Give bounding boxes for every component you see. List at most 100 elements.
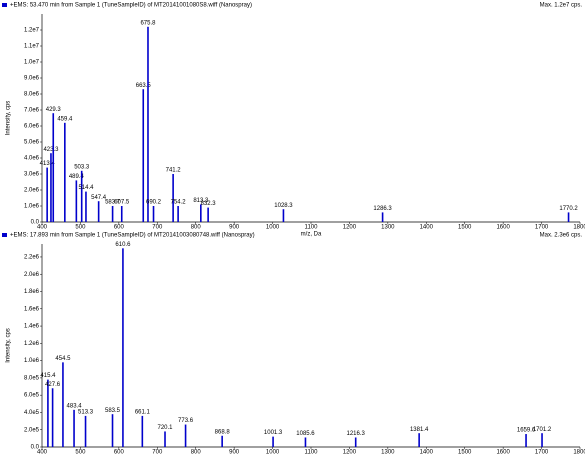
peak-label: 832.3 bbox=[201, 201, 217, 207]
x-tick-label: 800 bbox=[191, 450, 202, 456]
x-tick-label: 1100 bbox=[305, 450, 319, 456]
peak bbox=[177, 206, 179, 222]
y-tick-label: 1.2e7 bbox=[24, 28, 40, 34]
peak bbox=[84, 415, 87, 447]
y-tick-label: 2.0e6 bbox=[24, 188, 40, 194]
peak-label: 610.6 bbox=[115, 242, 131, 248]
peak-label: 720.1 bbox=[158, 425, 174, 431]
y-tick-label: 1.6e6 bbox=[24, 306, 40, 312]
x-tick-label: 1600 bbox=[496, 450, 510, 456]
legend-swatch bbox=[2, 3, 7, 7]
peak-label: 427.6 bbox=[45, 382, 61, 388]
peak bbox=[46, 167, 48, 222]
y-tick-label: 0.0 bbox=[31, 220, 40, 226]
peak bbox=[64, 122, 66, 222]
peak-label: 868.8 bbox=[215, 429, 231, 435]
peak-label: 1085.6 bbox=[296, 431, 315, 437]
x-tick-label: 1000 bbox=[266, 225, 280, 231]
y-tick-label: 9.0e6 bbox=[24, 76, 40, 82]
x-tick-label: 700 bbox=[152, 450, 163, 456]
peak-label: 415.4 bbox=[40, 373, 56, 379]
x-tick-label: 1800 bbox=[573, 225, 585, 231]
x-tick-label: 1600 bbox=[496, 225, 510, 231]
x-tick-label: 400 bbox=[37, 450, 48, 456]
peak bbox=[282, 209, 285, 222]
peak-label: 663.5 bbox=[136, 83, 152, 89]
peak-label: 1701.2 bbox=[533, 427, 552, 433]
peak bbox=[47, 379, 49, 447]
y-tick-label: 1.0e6 bbox=[24, 204, 40, 210]
peak-label: 459.4 bbox=[57, 116, 73, 122]
peak-label: 454.5 bbox=[55, 356, 71, 362]
peak bbox=[272, 436, 274, 447]
peak bbox=[381, 212, 384, 222]
y-tick-label: 2.2e6 bbox=[24, 255, 40, 261]
peak-label: 754.2 bbox=[171, 200, 187, 206]
peak bbox=[354, 437, 357, 447]
panel-header: +EMS: 53.470 min from Sample 1 (TuneSamp… bbox=[10, 3, 252, 9]
x-tick-label: 900 bbox=[229, 225, 240, 231]
peak bbox=[525, 434, 527, 447]
y-tick-label: 1.4e6 bbox=[24, 324, 40, 330]
peak-label: 423.3 bbox=[43, 147, 59, 153]
peak bbox=[221, 435, 223, 447]
peak-label: 1001.3 bbox=[264, 430, 283, 436]
x-tick-label: 500 bbox=[75, 450, 86, 456]
max-label: Max. 2.3e6 cps. bbox=[540, 233, 583, 239]
peak bbox=[85, 191, 87, 222]
peak bbox=[122, 248, 124, 447]
peak-label: 1659.6 bbox=[517, 428, 536, 434]
peak bbox=[200, 204, 202, 222]
peak bbox=[541, 433, 543, 447]
x-tick-label: 1300 bbox=[381, 450, 395, 456]
y-axis-label: Intensity, cps bbox=[6, 101, 12, 136]
peak-label: 583.5 bbox=[105, 408, 121, 414]
y-tick-label: 1.0e7 bbox=[24, 60, 40, 66]
x-tick-label: 500 bbox=[75, 225, 86, 231]
peak bbox=[164, 431, 166, 447]
y-tick-label: 1.8e6 bbox=[24, 289, 40, 295]
y-tick-label: 6.0e5 bbox=[24, 393, 40, 399]
y-tick-label: 1.1e7 bbox=[24, 44, 40, 50]
panel-header: +EMS: 17.893 min from Sample 1 (TuneSamp… bbox=[10, 233, 255, 239]
peak bbox=[141, 415, 144, 447]
peak-label: 690.2 bbox=[146, 200, 162, 206]
x-tick-label: 600 bbox=[114, 450, 125, 456]
x-tick-label: 1400 bbox=[420, 225, 434, 231]
peak bbox=[52, 113, 55, 222]
peak bbox=[184, 424, 187, 447]
peak bbox=[120, 206, 123, 222]
peak bbox=[75, 180, 78, 222]
peak bbox=[304, 437, 307, 447]
x-tick-label: 1200 bbox=[343, 225, 357, 231]
peak-label: 1381.4 bbox=[410, 427, 429, 433]
peak bbox=[567, 212, 570, 222]
peak-label: 661.1 bbox=[135, 409, 151, 415]
peak-label: 1286.3 bbox=[373, 206, 392, 212]
y-tick-label: 8.0e6 bbox=[24, 92, 40, 98]
x-tick-label: 800 bbox=[191, 225, 202, 231]
peak bbox=[51, 388, 54, 447]
peak bbox=[97, 201, 100, 222]
y-tick-label: 2.0e5 bbox=[24, 427, 40, 433]
y-tick-label: 2.0e6 bbox=[24, 272, 40, 278]
peak bbox=[418, 433, 420, 447]
x-tick-label: 600 bbox=[114, 225, 125, 231]
peak bbox=[142, 89, 145, 222]
max-label: Max. 1.2e7 cps. bbox=[540, 3, 583, 9]
y-tick-label: 5.0e6 bbox=[24, 140, 40, 146]
legend-swatch bbox=[2, 233, 7, 237]
y-tick-label: 8.0e5 bbox=[24, 375, 40, 381]
x-tick-label: 1200 bbox=[343, 450, 357, 456]
x-tick-label: 1500 bbox=[458, 450, 472, 456]
peak-label: 503.3 bbox=[74, 164, 90, 170]
y-tick-label: 3.0e6 bbox=[24, 172, 40, 178]
peak bbox=[172, 174, 174, 222]
peak bbox=[152, 206, 155, 222]
peak-label: 813.3 bbox=[193, 198, 209, 204]
peak-label: 583.7 bbox=[105, 200, 121, 206]
peak-label: 1028.3 bbox=[274, 203, 293, 209]
peak-label: 514.4 bbox=[78, 185, 94, 191]
peak bbox=[80, 170, 83, 222]
